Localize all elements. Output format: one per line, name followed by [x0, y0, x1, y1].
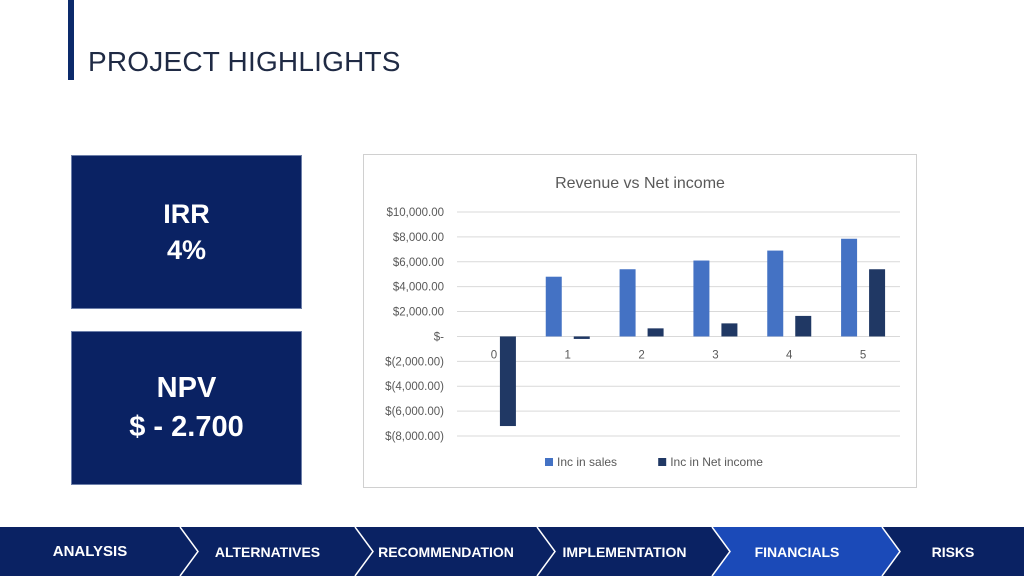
bar-net-income-4 — [795, 315, 812, 337]
legend-label-0: Inc in sales — [557, 455, 617, 469]
irr-card: IRR 4% — [71, 155, 302, 309]
bar-sales-5 — [841, 238, 858, 337]
y-tick-label: $2,000.00 — [393, 307, 444, 319]
y-tick-label: $6,000.00 — [393, 257, 444, 269]
x-tick-label: 5 — [860, 349, 866, 361]
bar-net-income-2 — [647, 328, 664, 337]
page-title: PROJECT HIGHLIGHTS — [88, 46, 401, 77]
nav-item-financials[interactable]: FINANCIALS — [754, 543, 840, 560]
irr-label: IRR — [163, 198, 210, 229]
y-tick-label: $- — [434, 331, 444, 343]
y-tick-label: $(2,000.00) — [385, 356, 444, 368]
title-accent-bar — [68, 0, 74, 80]
bar-sales-3 — [693, 260, 710, 337]
y-tick-label: $(8,000.00) — [385, 431, 444, 443]
x-tick-label: 0 — [491, 349, 497, 361]
nav-item-analysis[interactable]: ANALYSIS — [52, 543, 128, 560]
bottom-navigation: ANALYSIS ALTERNATIVES RECOMMENDATION IMP… — [0, 527, 1024, 576]
y-tick-label: $10,000.00 — [386, 207, 444, 219]
legend-swatch-1 — [658, 458, 667, 466]
nav-item-risks[interactable]: RISKS — [931, 543, 975, 560]
npv-label: NPV — [156, 371, 217, 404]
irr-value: 4% — [166, 235, 207, 265]
bar-sales-4 — [767, 250, 784, 337]
nav-item-alternatives[interactable]: ALTERNATIVES — [214, 543, 321, 560]
x-tick-label: 2 — [638, 349, 644, 361]
npv-value: $ - 2.700 — [129, 411, 244, 443]
x-tick-label: 4 — [786, 349, 793, 361]
bar-sales-2 — [619, 269, 636, 337]
y-tick-label: $4,000.00 — [393, 282, 444, 294]
chart-svg: Revenue vs Net income $10,000.00 $8,000.00… — [385, 175, 900, 469]
y-tick-label: $8,000.00 — [393, 232, 444, 244]
nav-chevron-separator — [354, 527, 374, 576]
chart-title: Revenue vs Net income — [555, 175, 725, 192]
x-tick-label: 1 — [565, 349, 571, 361]
nav-chevron-separator — [536, 527, 556, 576]
nav-background — [179, 527, 901, 576]
bar-sales-1 — [545, 276, 562, 337]
x-tick-label: 3 — [712, 349, 718, 361]
revenue-vs-net-income-chart: Revenue vs Net income $10,000.00 $8,000.00… — [363, 154, 917, 488]
nav-chevron-separator — [881, 527, 901, 576]
legend-label-1: Inc in Net income — [670, 455, 763, 469]
nav-chevron-separator — [711, 527, 731, 576]
nav-active-highlight — [712, 527, 900, 576]
y-tick-label: $(4,000.00) — [385, 381, 444, 393]
bar-net-income-3 — [721, 323, 738, 337]
bar-net-income-0 — [499, 336, 516, 427]
y-tick-label: $(6,000.00) — [385, 406, 444, 418]
npv-card: NPV $ - 2.700 — [71, 331, 302, 485]
legend-swatch-0 — [545, 458, 553, 466]
bar-net-income-5 — [869, 269, 886, 337]
nav-chevron-separator — [179, 527, 199, 576]
bar-net-income-1 — [573, 336, 590, 339]
nav-item-implementation[interactable]: IMPLEMENTATION — [562, 543, 687, 560]
nav-item-recommendation[interactable]: RECOMMENDATION — [378, 543, 514, 560]
